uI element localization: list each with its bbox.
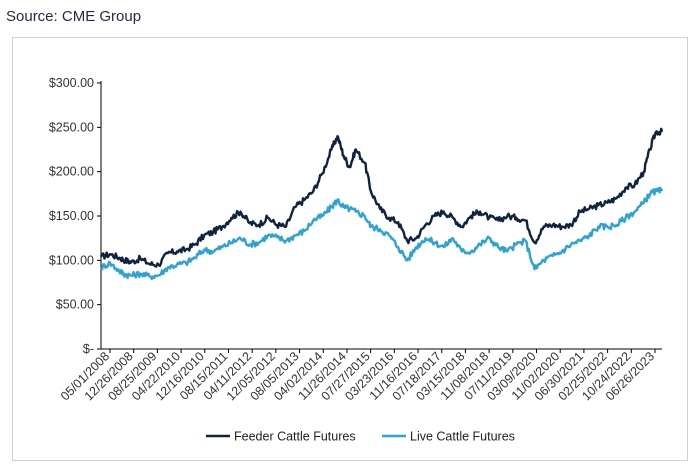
y-axis-ticks: $- $50.00 $100.00 $150.00 $200.00 $250.00 $300… (49, 76, 101, 356)
y-tick-label: $300.00 (49, 76, 94, 90)
legend: Feeder Cattle Futures Live Cattle Futures (206, 430, 515, 444)
legend-label: Live Cattle Futures (410, 430, 515, 444)
series-lines (99, 127, 664, 280)
source-caption: Source: CME Group (6, 8, 142, 25)
x-axis-ticks: 05/01/200812/26/200808/25/200904/22/2010… (58, 349, 657, 403)
y-tick-label: $150.00 (49, 209, 94, 223)
y-tick-label: $250.00 (49, 120, 94, 134)
y-tick-label: $100.00 (49, 253, 94, 267)
chart-frame (12, 37, 688, 461)
y-tick-label: $200.00 (49, 165, 94, 179)
series-line-feeder-cattle (99, 127, 664, 268)
y-tick-label: $50.00 (56, 298, 94, 312)
y-tick-label: $- (83, 342, 94, 356)
series-line-live-cattle (99, 186, 664, 280)
legend-label: Feeder Cattle Futures (234, 430, 356, 444)
